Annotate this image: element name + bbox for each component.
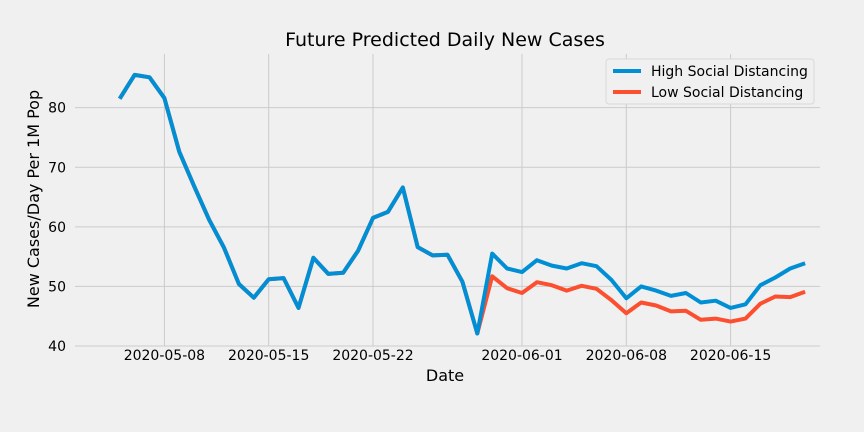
y-tick-label: 60 [48,220,66,236]
y-tick-label: 80 [48,101,66,117]
x-tick-label: 2020-05-22 [332,348,413,364]
y-axis-label: New Cases/Day Per 1M Pop [24,90,43,308]
x-tick-label: 2020-05-15 [228,348,309,364]
y-tick-label: 70 [48,160,66,176]
series-lines [118,72,806,336]
x-tick-label: 2020-05-08 [124,348,205,364]
series-line-high [118,72,806,336]
legend: High Social Distancing Low Social Distan… [605,58,815,105]
x-tick-label: 2020-06-08 [586,348,667,364]
y-tick-label: 40 [48,339,66,355]
legend-label-high: High Social Distancing [651,64,808,80]
tick-labels: 40 50 60 70 80 2020-05-08 2020-05-15 2020-05-22… [48,101,771,364]
x-axis-label: Date [426,366,464,385]
y-tick-label: 50 [48,279,66,295]
chart-title: Future Predicted Daily New Cases [285,29,605,51]
x-tick-label: 2020-06-15 [690,348,771,364]
legend-box [605,58,815,105]
x-tick-label: 2020-06-01 [481,348,562,364]
legend-label-low: Low Social Distancing [651,85,803,101]
